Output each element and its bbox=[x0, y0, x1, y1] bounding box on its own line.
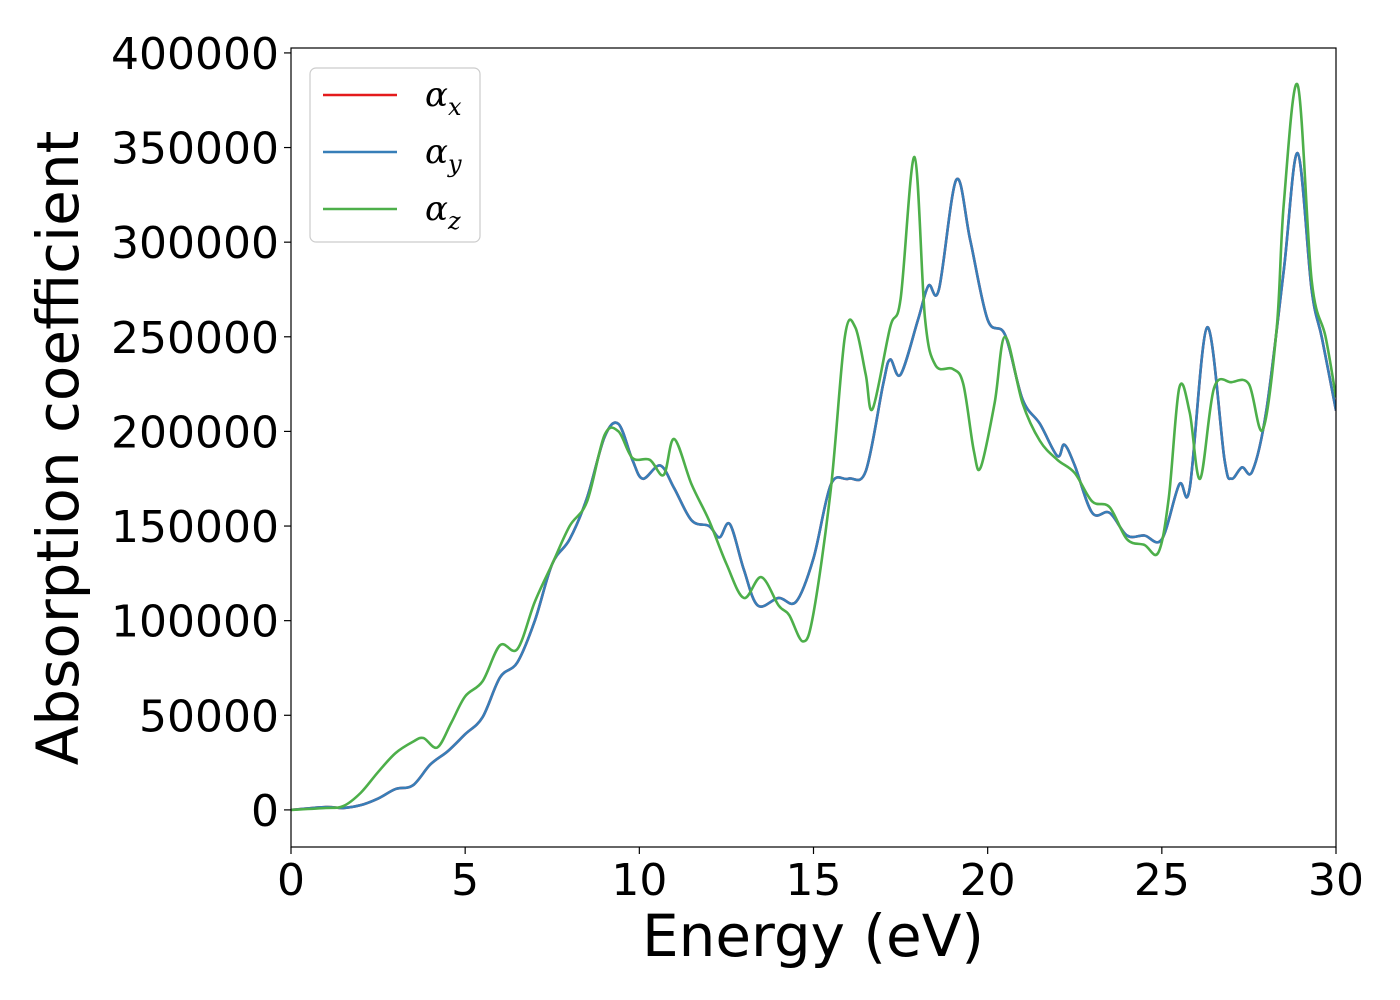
legend-box bbox=[309, 67, 481, 243]
y-tick-label: 400000 bbox=[111, 29, 279, 80]
legend-label-alpha-y: αy bbox=[425, 132, 462, 178]
x-tick-label: 15 bbox=[786, 855, 842, 906]
y-tick-label: 150000 bbox=[111, 502, 279, 553]
y-tick-label: 0 bbox=[251, 786, 279, 837]
x-tick-label: 10 bbox=[611, 855, 667, 906]
series-line-alpha-x bbox=[291, 151, 1336, 812]
series-line-alpha-y bbox=[291, 151, 1336, 812]
y-axis: 0 50000 100000 150000 200000 250000 300000 3500… bbox=[111, 29, 291, 837]
x-axis-label: Energy (eV) bbox=[642, 902, 984, 970]
y-tick-label: 200000 bbox=[111, 407, 279, 458]
x-axis: 0 5 10 15 20 25 30 bbox=[277, 847, 1364, 906]
y-tick-label: 250000 bbox=[111, 313, 279, 364]
y-tick-label: 350000 bbox=[111, 124, 279, 175]
legend-label-alpha-z: αz bbox=[425, 189, 461, 235]
y-axis-label: Absorption coefficient bbox=[24, 131, 92, 766]
x-tick-label: 0 bbox=[277, 855, 305, 906]
series-line-alpha-z bbox=[291, 82, 1336, 812]
legend: αx αy αz bbox=[309, 67, 481, 243]
legend-label-alpha-x: αx bbox=[425, 75, 462, 121]
y-tick-label: 300000 bbox=[111, 218, 279, 269]
y-tick-label: 50000 bbox=[139, 691, 279, 742]
y-tick-label: 100000 bbox=[111, 597, 279, 648]
x-tick-label: 20 bbox=[960, 855, 1016, 906]
x-tick-label: 5 bbox=[451, 855, 479, 906]
series-lines bbox=[291, 82, 1336, 812]
x-tick-label: 30 bbox=[1308, 855, 1364, 906]
x-tick-label: 25 bbox=[1134, 855, 1190, 906]
